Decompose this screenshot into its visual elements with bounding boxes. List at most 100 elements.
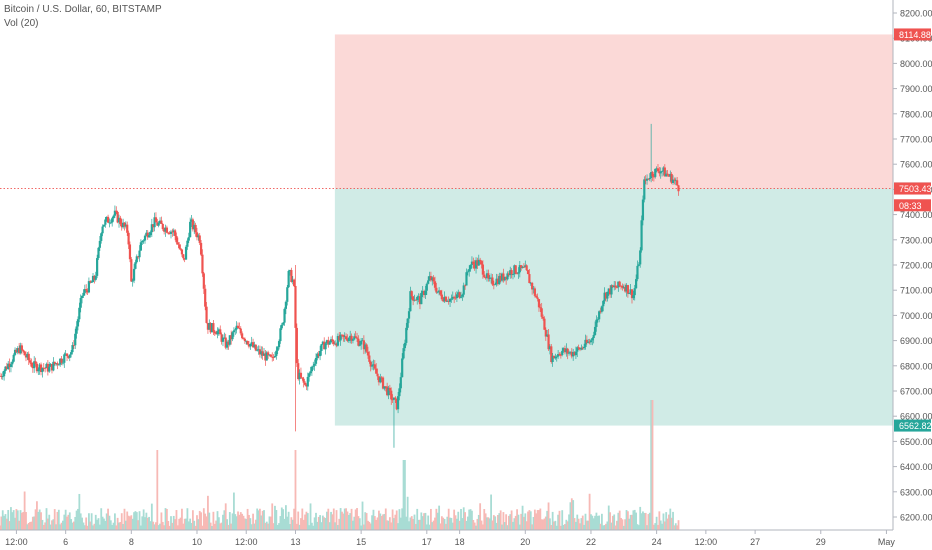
- candle-body[interactable]: [319, 350, 322, 357]
- candle-body[interactable]: [383, 386, 386, 389]
- candle-body[interactable]: [96, 258, 99, 276]
- candle-body[interactable]: [284, 301, 288, 309]
- candle-body[interactable]: [128, 244, 132, 260]
- candle-body[interactable]: [662, 167, 665, 172]
- candle-body[interactable]: [91, 275, 95, 283]
- candle-body[interactable]: [267, 352, 270, 356]
- candle-body[interactable]: [509, 270, 512, 276]
- candle-body[interactable]: [332, 341, 335, 345]
- candle-body[interactable]: [105, 216, 108, 220]
- candle-body[interactable]: [562, 348, 565, 351]
- candle-body[interactable]: [199, 242, 203, 255]
- candle-body[interactable]: [484, 277, 487, 279]
- candle-body[interactable]: [618, 281, 621, 286]
- candle-body[interactable]: [18, 348, 21, 354]
- candle-body[interactable]: [628, 293, 631, 295]
- candle-body[interactable]: [194, 224, 197, 233]
- candle-body[interactable]: [503, 276, 506, 281]
- candle-body[interactable]: [481, 264, 484, 275]
- candle-body[interactable]: [89, 281, 92, 283]
- candle-body[interactable]: [551, 355, 554, 362]
- candle-body[interactable]: [677, 185, 680, 192]
- candle-body[interactable]: [552, 355, 556, 359]
- candle-body[interactable]: [521, 266, 524, 269]
- candle-body[interactable]: [522, 266, 526, 268]
- candle-body[interactable]: [268, 354, 271, 356]
- candle-body[interactable]: [30, 362, 33, 367]
- candle-body[interactable]: [283, 308, 286, 323]
- candle-body[interactable]: [5, 366, 8, 369]
- candle-body[interactable]: [145, 232, 148, 236]
- candle-body[interactable]: [448, 298, 452, 302]
- candle-body[interactable]: [230, 335, 233, 340]
- candle-body[interactable]: [366, 351, 370, 356]
- candle-body[interactable]: [225, 341, 229, 348]
- candle-body[interactable]: [138, 250, 141, 258]
- candle-body[interactable]: [424, 290, 427, 296]
- candle-body[interactable]: [202, 273, 205, 289]
- candle-body[interactable]: [61, 362, 65, 364]
- candle-body[interactable]: [111, 218, 114, 223]
- candle-body[interactable]: [49, 363, 52, 367]
- candle-body[interactable]: [353, 336, 356, 340]
- candle-body[interactable]: [472, 261, 475, 265]
- candle-body[interactable]: [249, 343, 252, 347]
- candle-body[interactable]: [127, 232, 130, 245]
- candle-body[interactable]: [243, 338, 246, 342]
- candle-body[interactable]: [500, 273, 504, 281]
- candle-body[interactable]: [421, 291, 424, 293]
- candle-body[interactable]: [328, 342, 331, 345]
- candle-body[interactable]: [541, 316, 545, 319]
- candle-body[interactable]: [312, 365, 315, 367]
- candle-body[interactable]: [165, 227, 168, 233]
- candle-body[interactable]: [464, 285, 467, 287]
- candle-body[interactable]: [23, 351, 26, 356]
- candle-body[interactable]: [474, 260, 478, 269]
- candle-body[interactable]: [362, 340, 365, 350]
- candle-body[interactable]: [636, 265, 639, 280]
- symbol-title[interactable]: Bitcoin / U.S. Dollar, 60, BITSTAMP: [4, 4, 162, 15]
- candle-body[interactable]: [592, 335, 595, 339]
- candle-body[interactable]: [667, 175, 671, 177]
- candle-body[interactable]: [409, 291, 412, 312]
- candle-body[interactable]: [239, 328, 242, 334]
- candle-body[interactable]: [299, 372, 303, 378]
- candle-body[interactable]: [241, 333, 244, 339]
- candle-body[interactable]: [308, 373, 311, 377]
- candle-body[interactable]: [7, 363, 10, 369]
- candle-body[interactable]: [670, 173, 673, 184]
- candle-body[interactable]: [614, 285, 617, 288]
- candle-body[interactable]: [46, 363, 49, 372]
- candle-body[interactable]: [22, 350, 25, 352]
- candle-body[interactable]: [621, 285, 624, 288]
- candle-body[interactable]: [325, 340, 329, 344]
- candle-body[interactable]: [587, 341, 590, 343]
- candle-body[interactable]: [38, 364, 41, 370]
- candle-body[interactable]: [466, 271, 469, 273]
- candle-body[interactable]: [387, 387, 390, 396]
- candle-body[interactable]: [201, 254, 204, 274]
- candle-body[interactable]: [191, 219, 194, 230]
- candle-body[interactable]: [442, 299, 445, 302]
- candle-body[interactable]: [483, 274, 486, 278]
- candle-body[interactable]: [26, 353, 29, 358]
- candle-body[interactable]: [577, 347, 580, 349]
- candle-body[interactable]: [381, 377, 385, 389]
- candle-body[interactable]: [514, 265, 517, 274]
- candle-body[interactable]: [543, 318, 546, 330]
- candle-body[interactable]: [33, 361, 36, 369]
- candle-body[interactable]: [655, 168, 658, 170]
- candle-body[interactable]: [190, 219, 193, 222]
- candle-body[interactable]: [336, 336, 339, 346]
- candle-body[interactable]: [34, 361, 37, 364]
- candle-body[interactable]: [131, 280, 134, 282]
- candle-body[interactable]: [515, 273, 519, 275]
- candle-body[interactable]: [168, 232, 171, 234]
- candle-body[interactable]: [67, 356, 70, 358]
- candle-body[interactable]: [104, 219, 107, 225]
- candle-body[interactable]: [161, 223, 164, 230]
- candle-body[interactable]: [178, 244, 181, 249]
- candle-body[interactable]: [676, 180, 679, 186]
- candle-body[interactable]: [234, 329, 237, 331]
- candle-body[interactable]: [546, 334, 549, 337]
